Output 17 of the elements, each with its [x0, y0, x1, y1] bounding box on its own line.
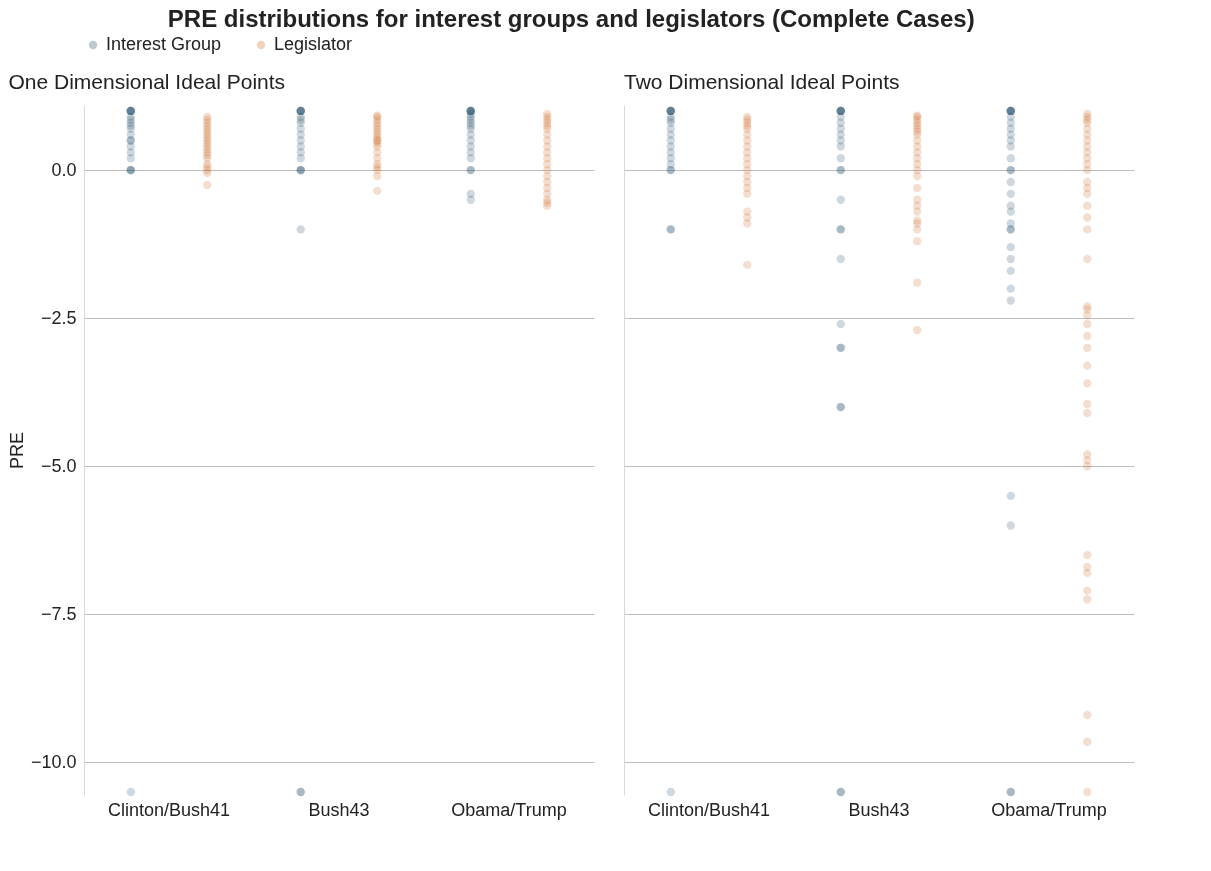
chart-subtitle: Two Dimensional Ideal Points: [624, 70, 900, 93]
x-tick-label: Bush43: [848, 799, 910, 820]
legend-label: Legislator: [274, 34, 353, 54]
y-tick-label: 0.0: [51, 159, 77, 180]
y-tick-label: −2.5: [40, 307, 77, 328]
x-tick-label: Clinton/Bush41: [107, 799, 231, 820]
y-tick-label: −5.0: [40, 455, 77, 476]
y-tick-label: −10.0: [30, 751, 77, 772]
legend-label: Interest Group: [106, 34, 222, 54]
chart-subtitle: One Dimensional Ideal Points: [8, 70, 286, 93]
x-tick-label: Bush43: [308, 799, 370, 820]
y-tick-label: −7.5: [40, 603, 77, 624]
x-tick-label: Obama/Trump: [451, 799, 567, 820]
x-tick-label: Obama/Trump: [991, 799, 1107, 820]
chart-title: PRE distributions for interest groups and legislators (Complete Cases): [167, 5, 975, 32]
y-axis-title: PRE: [6, 431, 27, 470]
x-tick-label: Clinton/Bush41: [647, 799, 771, 820]
